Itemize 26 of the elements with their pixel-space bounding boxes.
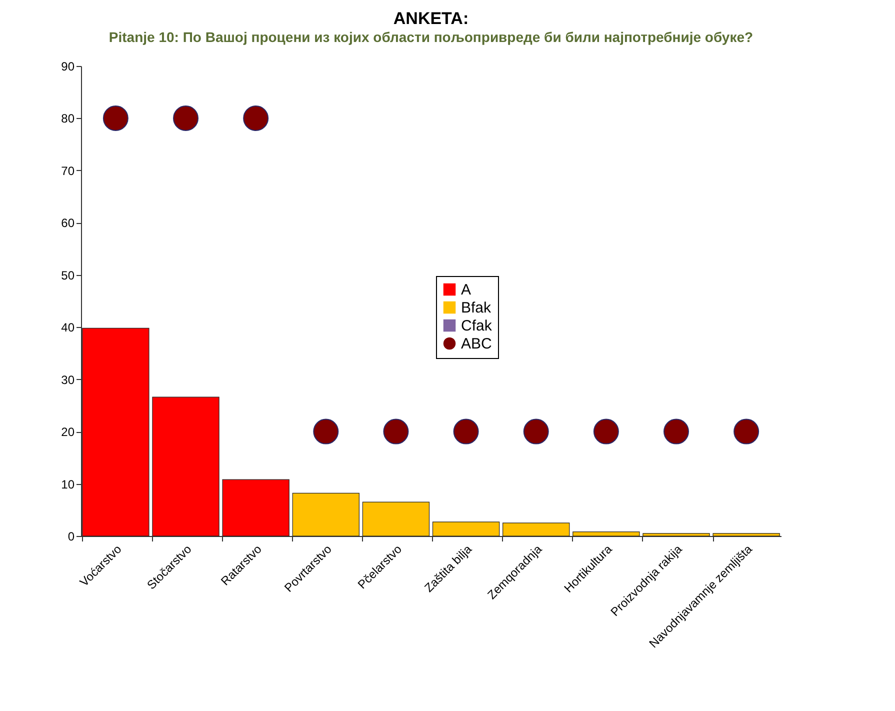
bar — [292, 492, 360, 536]
legend-label: A — [461, 282, 472, 298]
bar — [432, 522, 500, 536]
legend-label: Bfak — [461, 300, 492, 316]
y-tick-label: 80 — [61, 112, 75, 126]
bar — [712, 533, 780, 536]
bar — [152, 396, 220, 536]
chart-title: ANKETA: — [393, 9, 469, 28]
bar — [82, 328, 150, 536]
y-tick-label: 40 — [61, 320, 75, 335]
legend-label: ABC — [461, 336, 492, 352]
bar — [222, 479, 290, 536]
y-tick-label: 50 — [61, 268, 75, 282]
y-tick-label: 0 — [68, 530, 75, 544]
y-tick-label: 10 — [61, 477, 75, 492]
bar — [642, 533, 710, 536]
bar — [572, 532, 640, 536]
y-tick-label: 60 — [61, 216, 75, 230]
bar — [502, 522, 570, 536]
y-tick-label: 20 — [61, 425, 75, 440]
bar — [362, 502, 430, 536]
chart-subtitle: Pitanje 10: По Вашој процени из којих области пољопривреде би били најпотребније обуке? — [108, 29, 754, 45]
y-tick-label: 90 — [61, 60, 75, 74]
legend-label: Cfak — [461, 318, 492, 334]
y-tick-label: 30 — [61, 372, 75, 387]
y-tick-label: 70 — [61, 164, 75, 178]
